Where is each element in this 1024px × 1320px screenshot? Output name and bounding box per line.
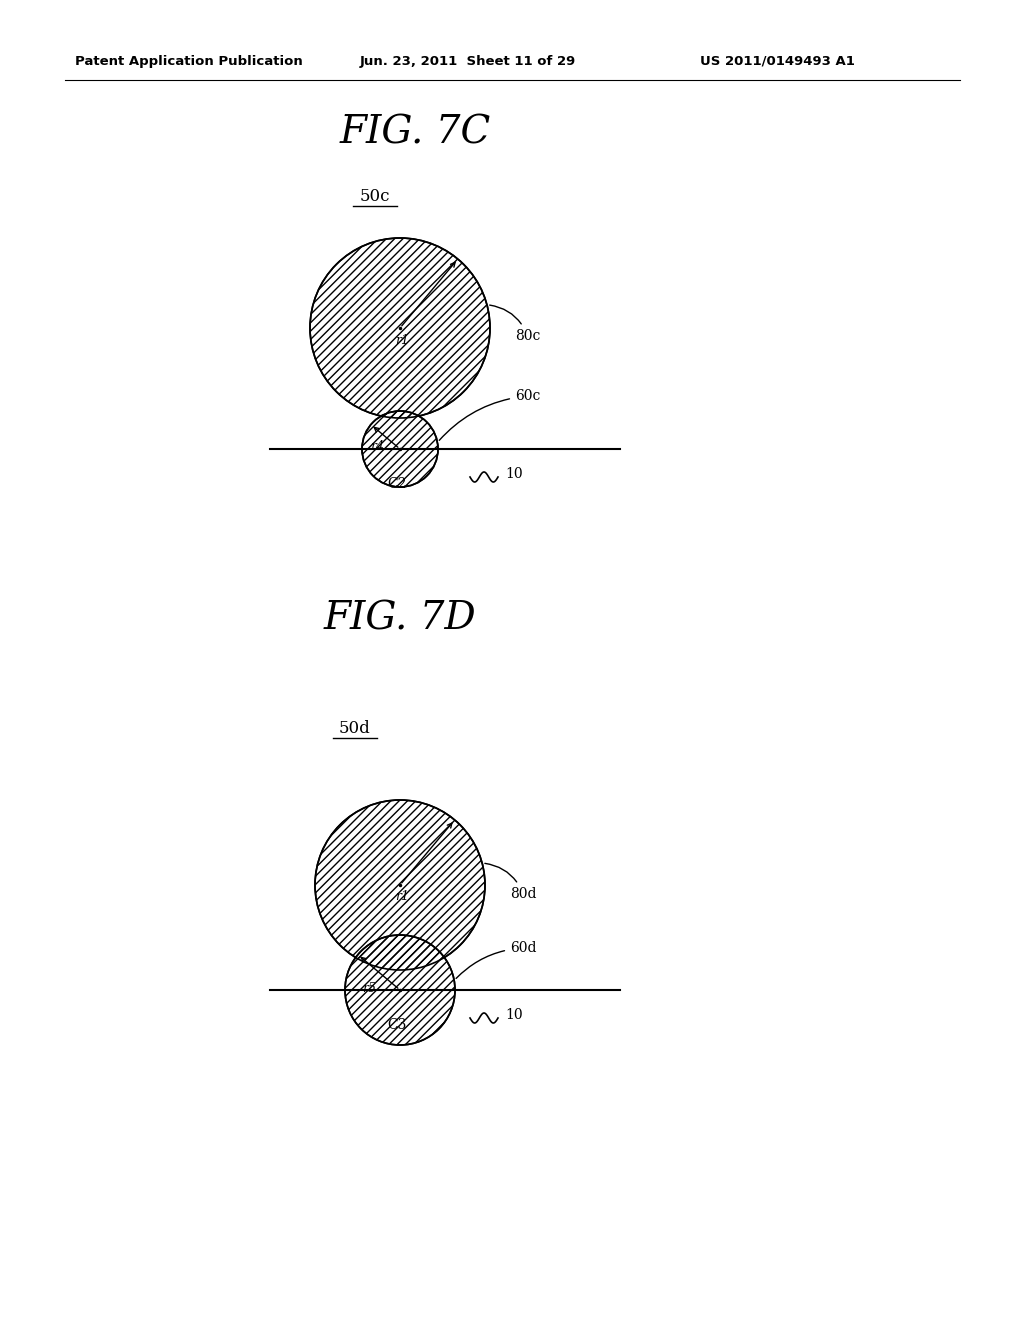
Circle shape xyxy=(310,238,490,418)
Text: C3: C3 xyxy=(387,1018,407,1032)
Text: US 2011/0149493 A1: US 2011/0149493 A1 xyxy=(700,55,855,69)
Text: 10: 10 xyxy=(505,467,522,480)
Text: 60c: 60c xyxy=(439,389,541,441)
Text: 50c: 50c xyxy=(359,187,390,205)
Text: Patent Application Publication: Patent Application Publication xyxy=(75,55,303,69)
Text: r4: r4 xyxy=(370,441,384,454)
Text: 50d: 50d xyxy=(339,719,371,737)
Text: 80c: 80c xyxy=(489,305,541,343)
Text: 80d: 80d xyxy=(484,863,537,902)
Text: FIG. 7D: FIG. 7D xyxy=(324,601,476,638)
Circle shape xyxy=(315,800,485,970)
Text: r1: r1 xyxy=(395,891,409,903)
Text: 60d: 60d xyxy=(456,941,537,978)
Text: Jun. 23, 2011  Sheet 11 of 29: Jun. 23, 2011 Sheet 11 of 29 xyxy=(360,55,577,69)
Text: r1: r1 xyxy=(395,334,409,346)
Text: 10: 10 xyxy=(505,1008,522,1022)
Text: FIG. 7C: FIG. 7C xyxy=(339,115,490,152)
Text: C2: C2 xyxy=(387,477,407,491)
Circle shape xyxy=(362,411,438,487)
Text: r5: r5 xyxy=(362,982,376,994)
Circle shape xyxy=(345,935,455,1045)
